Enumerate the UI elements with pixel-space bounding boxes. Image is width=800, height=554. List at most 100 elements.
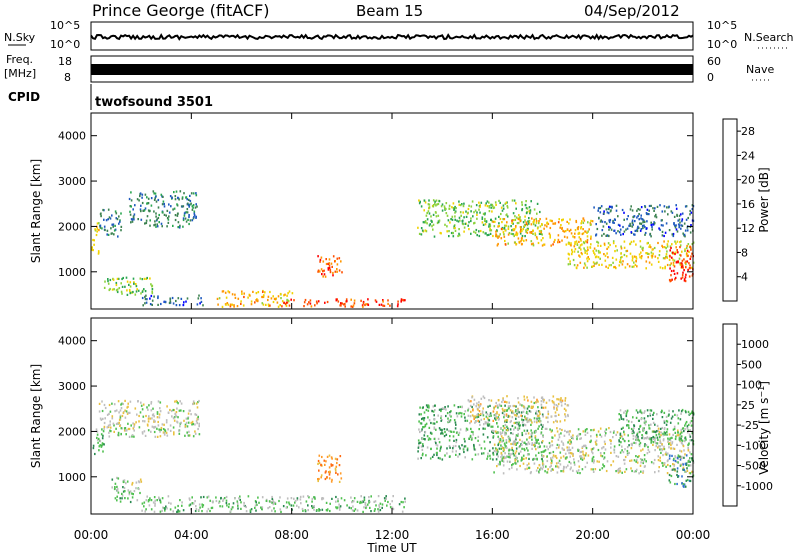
p2-cell bbox=[684, 422, 687, 425]
p1-cell bbox=[269, 290, 271, 294]
p1-cell bbox=[503, 235, 506, 238]
p1-cell bbox=[113, 229, 116, 232]
p1-cell bbox=[587, 221, 589, 224]
p1-cell bbox=[593, 262, 596, 265]
p2-cell bbox=[450, 415, 452, 418]
p1-cell bbox=[334, 260, 336, 263]
p2-cell bbox=[473, 398, 476, 401]
station-title: Prince George (fitACF) bbox=[92, 1, 270, 20]
p2-cell bbox=[418, 420, 420, 423]
p1-cell bbox=[197, 297, 200, 300]
p2-cell bbox=[134, 407, 137, 410]
p2-cell bbox=[189, 498, 191, 501]
velocity-panel bbox=[90, 317, 694, 515]
p1-cell bbox=[684, 235, 686, 238]
p1-cell bbox=[141, 196, 143, 199]
p2-cell bbox=[523, 449, 526, 452]
p2-cell bbox=[540, 431, 543, 434]
p2-cell bbox=[522, 419, 525, 422]
p1-cell bbox=[596, 261, 598, 264]
p2-cell bbox=[489, 454, 491, 457]
p2-cell bbox=[198, 399, 200, 403]
p2-cell bbox=[640, 470, 642, 473]
p2-cell bbox=[564, 415, 567, 418]
p2-cell bbox=[157, 400, 160, 403]
p2-cell bbox=[201, 505, 204, 508]
p2-cell bbox=[326, 455, 329, 458]
p1-cell bbox=[182, 225, 184, 228]
p1-cell bbox=[639, 245, 642, 248]
p2-cell bbox=[151, 414, 154, 417]
p2-cell bbox=[318, 509, 320, 512]
p2-cell bbox=[482, 395, 485, 398]
p2-cell bbox=[604, 448, 607, 451]
p2-cell bbox=[439, 457, 441, 460]
p2-cell bbox=[361, 500, 364, 503]
p2-cell bbox=[209, 499, 211, 502]
p2-cell bbox=[649, 436, 651, 439]
p2-cell bbox=[172, 417, 175, 420]
p2-cell bbox=[451, 450, 454, 453]
p2-cell bbox=[686, 478, 689, 482]
p2-cell bbox=[645, 420, 647, 423]
p2-cell bbox=[583, 444, 585, 448]
p1-cell bbox=[188, 214, 190, 217]
p2-cell bbox=[346, 504, 348, 507]
p2-cell bbox=[560, 432, 562, 435]
p1-cell bbox=[115, 217, 118, 220]
p2-cell bbox=[215, 499, 218, 503]
p2-cell bbox=[445, 414, 447, 418]
p2-cell bbox=[446, 428, 448, 431]
p1-cell bbox=[542, 237, 544, 240]
p2-cell bbox=[534, 441, 536, 445]
p1-cell bbox=[675, 224, 677, 227]
p2-cell bbox=[307, 504, 309, 507]
p2-cell bbox=[313, 508, 315, 511]
p2-cell bbox=[626, 424, 628, 427]
p1-cell bbox=[168, 211, 171, 214]
p2-cell bbox=[153, 419, 155, 422]
p1-cell bbox=[249, 294, 251, 297]
p1-cell bbox=[499, 217, 502, 221]
p1-cell bbox=[637, 215, 639, 218]
p1-cell bbox=[457, 234, 459, 238]
p2-cell bbox=[564, 413, 566, 416]
p2-cell bbox=[147, 499, 150, 502]
p2-cell bbox=[465, 427, 468, 430]
p2-cell bbox=[495, 418, 497, 421]
p2-cell bbox=[327, 471, 330, 474]
p1-cell bbox=[192, 217, 195, 220]
p1-cell bbox=[152, 190, 155, 193]
p2-cell bbox=[619, 436, 622, 439]
p2-cell bbox=[515, 438, 517, 441]
p2-cell bbox=[364, 501, 367, 505]
p2-cell bbox=[467, 414, 470, 417]
p2-cell bbox=[516, 413, 518, 416]
p2-cell bbox=[501, 431, 504, 434]
p2-cell bbox=[643, 454, 646, 457]
p2-cell bbox=[512, 412, 515, 415]
noise-right-tick-bottom: 10^0 bbox=[707, 38, 737, 51]
p2-cell bbox=[567, 464, 569, 467]
p1-ytick-label: 3000 bbox=[58, 175, 86, 188]
cb2-tick-label: 1000 bbox=[741, 338, 769, 351]
p2-cell bbox=[476, 402, 478, 405]
p1-cell bbox=[432, 213, 435, 216]
p2-cell bbox=[437, 414, 439, 417]
p1-cell bbox=[533, 218, 535, 221]
p1-cell bbox=[464, 222, 467, 225]
p1-cell bbox=[507, 225, 510, 228]
p2-cell bbox=[515, 447, 518, 450]
p2-cell bbox=[521, 433, 524, 437]
p2-cell bbox=[508, 468, 511, 471]
p2-cell bbox=[305, 500, 308, 503]
p2-cell bbox=[668, 479, 671, 482]
p1-cell bbox=[173, 207, 176, 210]
p2-cell bbox=[545, 427, 548, 430]
p1-cell bbox=[454, 205, 456, 209]
p1-cell bbox=[683, 279, 686, 282]
p1-cell bbox=[134, 293, 137, 296]
p2-cell bbox=[618, 418, 621, 421]
p1-cell bbox=[111, 223, 113, 226]
p2-cell bbox=[680, 428, 683, 431]
